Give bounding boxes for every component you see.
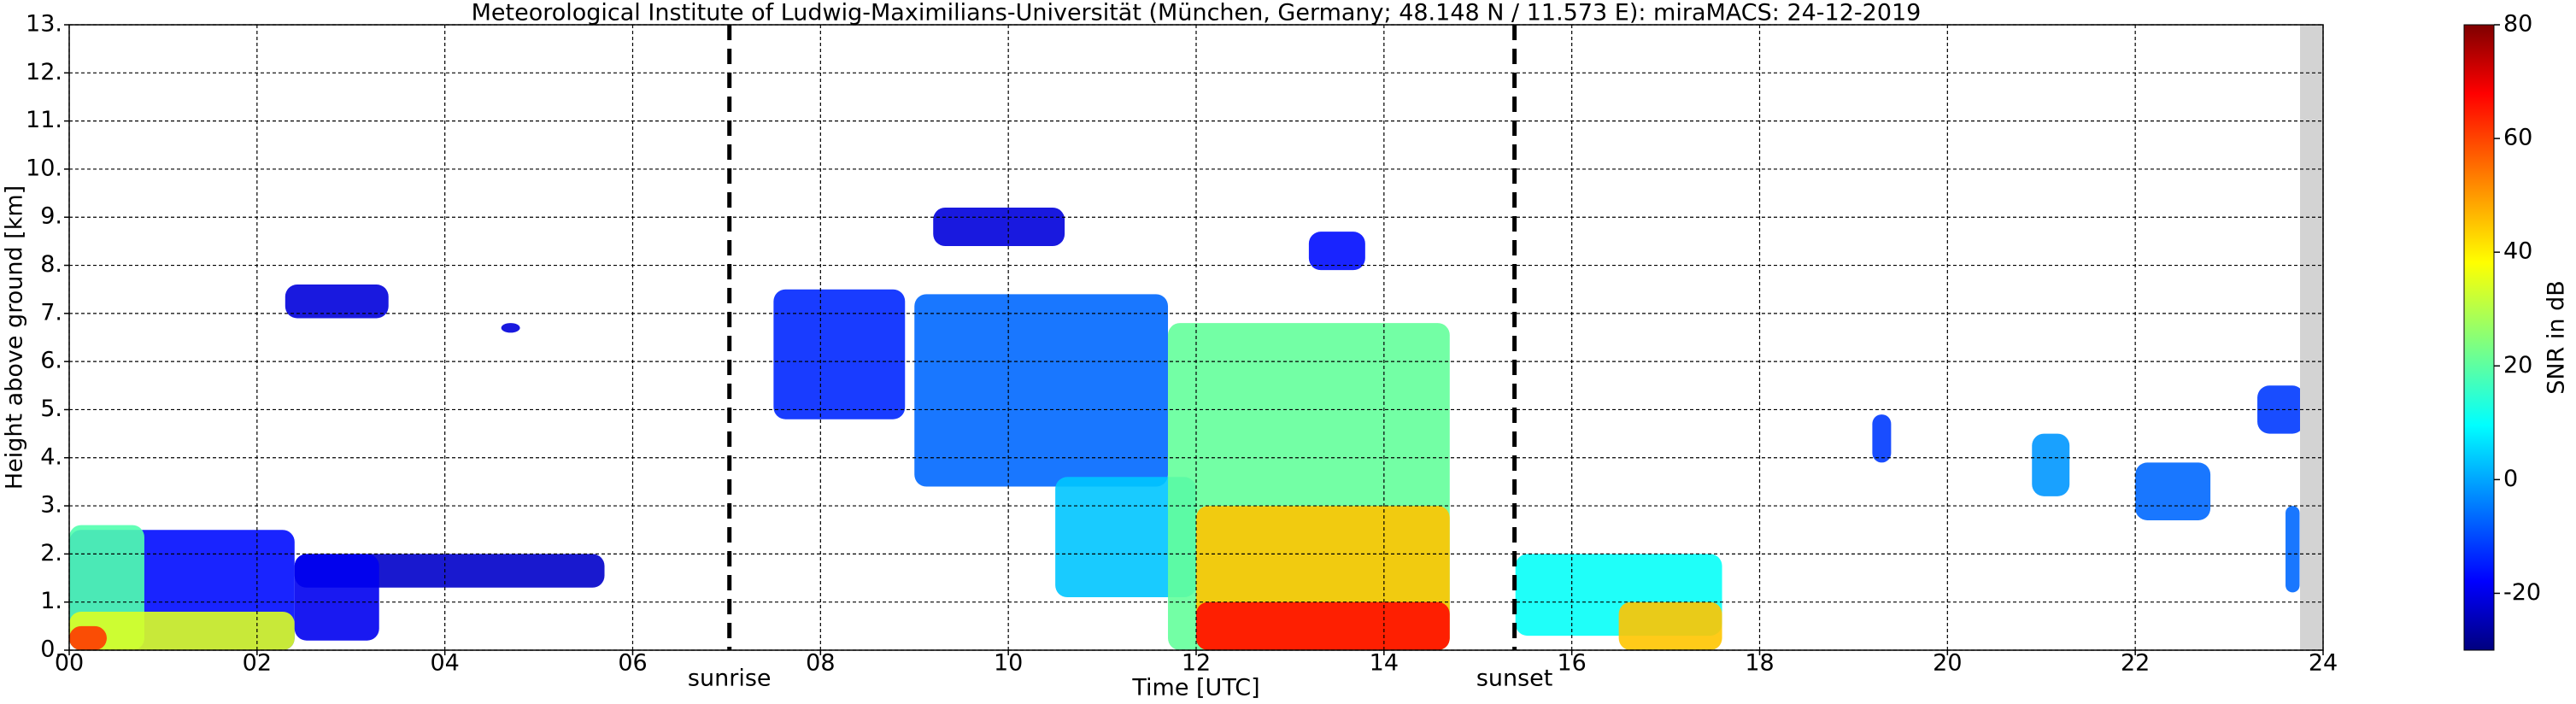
x-axis-label: Time [UTC] <box>1131 675 1259 701</box>
y-tick-label: 11. <box>26 107 62 133</box>
colorbar-tick-label: 0 <box>2503 466 2518 492</box>
echo-region <box>1872 414 1892 463</box>
y-tick-label: 3. <box>40 492 62 519</box>
chart-title: Meteorological Institute of Ludwig-Maxim… <box>472 0 1922 26</box>
y-tick-label: 8. <box>40 251 62 278</box>
y-tick-label: 10. <box>26 155 62 181</box>
echo-region <box>1196 601 1450 650</box>
colorbar-label: SNR in dB <box>2544 280 2570 395</box>
y-tick-label: 4. <box>40 443 62 470</box>
echo-region <box>1308 232 1365 271</box>
y-tick-label: 2. <box>40 540 62 566</box>
echo-region <box>933 207 1065 247</box>
sun-marker-label: sunset <box>1476 666 1553 692</box>
echo-region <box>69 625 107 650</box>
echo-region <box>285 285 389 319</box>
echo-region <box>773 289 906 419</box>
colorbar-tick-label: 60 <box>2503 125 2532 151</box>
echo-region <box>914 294 1169 487</box>
y-tick-label: 13. <box>26 11 62 38</box>
echo-region <box>294 554 379 641</box>
echo-region <box>1618 601 1722 650</box>
echo-region <box>2286 506 2300 593</box>
y-tick-label: 9. <box>40 203 62 230</box>
colorbar <box>2463 24 2495 651</box>
echo-region <box>1055 477 1196 598</box>
y-tick-label: 12. <box>26 59 62 85</box>
echo-region <box>2257 385 2305 434</box>
colorbar-tick-label: 20 <box>2503 352 2532 378</box>
y-tick-label: 1. <box>40 588 62 614</box>
y-tick-label: 0. <box>40 637 62 663</box>
sun-marker-label: sunrise <box>688 666 772 692</box>
echo-region <box>501 323 520 333</box>
y-axis-label: Height above ground [km] <box>2 185 28 490</box>
y-tick-label: 6. <box>40 348 62 374</box>
echo-region <box>69 611 295 650</box>
colorbar-tick-label: -20 <box>2503 579 2541 606</box>
y-tick-label: 7. <box>40 299 62 326</box>
echo-region <box>2135 462 2211 520</box>
y-tick-label: 5. <box>40 396 62 422</box>
plot-frame <box>68 24 2324 651</box>
no-data-band <box>2300 25 2323 650</box>
echo-region <box>2032 433 2070 496</box>
colorbar-tick-label: 80 <box>2503 11 2532 38</box>
colorbar-tick-label: 40 <box>2503 238 2532 265</box>
